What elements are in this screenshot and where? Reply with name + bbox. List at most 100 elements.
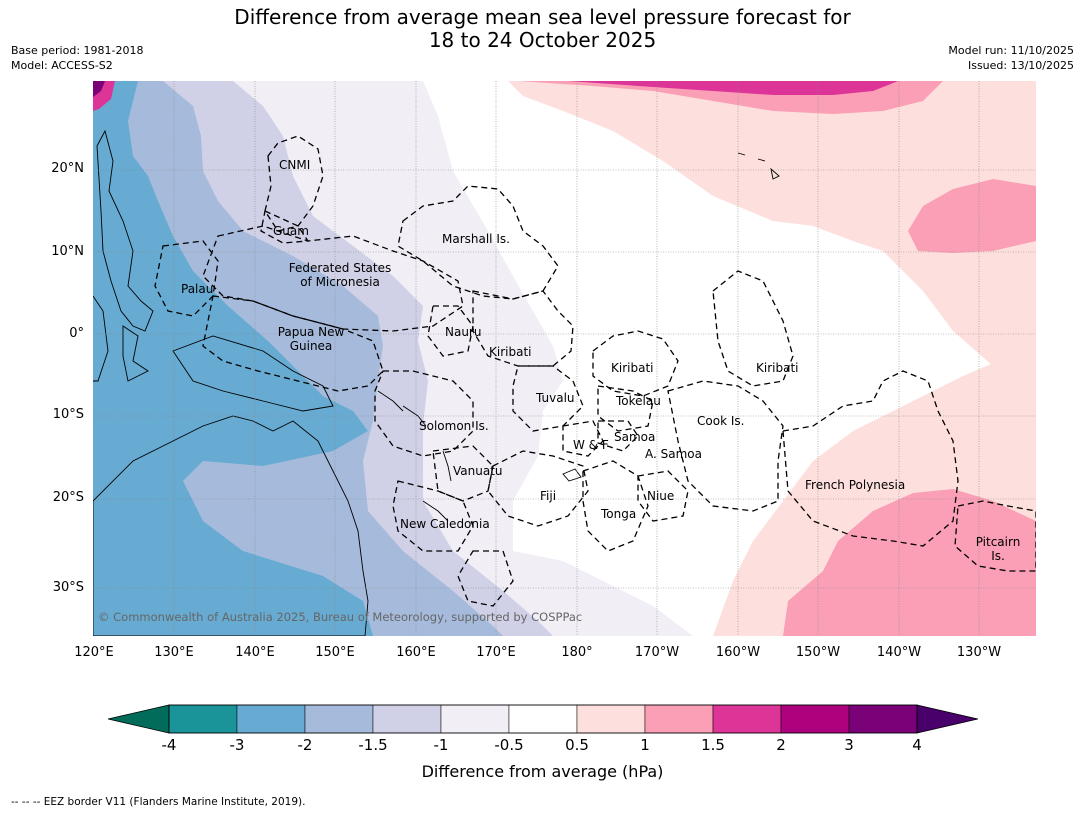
colorbar-segment <box>576 704 646 734</box>
lon-tick: 160°E <box>396 645 436 660</box>
colorbar <box>108 704 978 734</box>
eez-pitcairn <box>954 500 1036 572</box>
footnote-eez: -- -- -- EEZ border V11 (Flanders Marine… <box>11 796 306 808</box>
colorbar-segment <box>848 704 918 734</box>
eez-solomon <box>374 370 474 457</box>
coast-sulawesi <box>122 325 149 382</box>
label-kiribati-e: Kiribati <box>756 361 799 375</box>
label-asamoa: A. Samoa <box>645 447 702 461</box>
eez-tokelau <box>597 385 654 432</box>
label-pitcairn-1: Pitcairn <box>975 535 1021 549</box>
colorbar-segment <box>440 704 510 734</box>
title-line-1: Difference from average mean sea level p… <box>234 5 851 29</box>
lat-tick: 30°S <box>52 580 84 595</box>
colorbar-tick: -2 <box>297 736 313 754</box>
label-fsm: Federated States of Micronesia <box>285 261 395 289</box>
lat-tick: 20°N <box>51 161 84 176</box>
contour-purple-nw <box>93 81 105 97</box>
label-new-caledonia: New Caledonia <box>400 517 490 531</box>
eez-vanuatu <box>432 445 494 502</box>
label-cnmi: CNMI <box>279 158 311 172</box>
lat-tick: 10°S <box>52 407 84 422</box>
colorbar-frame <box>168 704 918 734</box>
coast-vanuatu <box>442 450 452 482</box>
colorbar-over-arrow <box>916 704 978 734</box>
contour-pink-east <box>908 179 1036 253</box>
label-fsm-1: Federated States <box>288 261 392 275</box>
colorbar-segment <box>168 704 238 734</box>
lat-tick: 0° <box>69 326 84 341</box>
colorbar-tick: 0.5 <box>565 736 589 754</box>
pressure-anomaly-map <box>93 81 1036 636</box>
base-period: Base period: 1981-2018 <box>11 44 144 57</box>
contour-pale-pink-top <box>508 81 1036 401</box>
lat-tick: 10°N <box>51 244 84 259</box>
meta-right: Model run: 11/10/2025 Issued: 13/10/2025 <box>948 43 1074 73</box>
eez-south-loop <box>457 550 514 607</box>
label-kiribati-w: Kiribati <box>489 345 532 359</box>
lon-tick: 130°W <box>956 645 1002 660</box>
contour-light-blue <box>93 81 503 636</box>
coast-philippines <box>96 129 154 332</box>
lon-tick: 180° <box>561 645 593 660</box>
contour-magenta-top <box>568 81 898 95</box>
eez-kiribati-w <box>472 290 574 367</box>
lon-tick: 150°E <box>315 645 355 660</box>
contour-pink-se <box>783 489 1036 636</box>
colorbar-segment <box>644 704 714 734</box>
label-png-2: Guinea <box>289 339 333 353</box>
colorbar-title: Difference from average (hPa) <box>421 762 664 781</box>
label-marshall: Marshall Is. <box>442 232 510 246</box>
lon-tick: 120°E <box>74 645 114 660</box>
label-png: Papua New Guinea <box>274 325 348 353</box>
eez-kiribati-c <box>592 330 679 397</box>
colorbar-tick: -3 <box>229 736 245 754</box>
coast-new-guinea <box>172 335 334 412</box>
eez-kiribati-e <box>712 270 794 387</box>
colorbar-segment <box>508 704 578 734</box>
label-solomon: Solomon Is. <box>419 419 489 433</box>
lon-tick: 150°W <box>795 645 841 660</box>
label-fiji: Fiji <box>540 489 557 503</box>
colorbar-tick: 1.5 <box>701 736 725 754</box>
label-palau: Palau <box>181 282 214 296</box>
copyright-notice: © Commonwealth of Australia 2025, Bureau… <box>98 610 583 624</box>
eez-png <box>202 295 384 392</box>
colorbar-tick: -0.5 <box>494 736 524 754</box>
label-vanuatu: Vanuatu <box>453 464 503 478</box>
colorbar-tick: 3 <box>844 736 854 754</box>
coast-australia <box>93 415 369 636</box>
coastlines <box>93 129 780 636</box>
colorbar-under-arrow <box>108 704 170 734</box>
colorbar-segment <box>712 704 782 734</box>
label-pitcairn: Pitcairn Is. <box>972 535 1024 563</box>
coast-hawaii <box>737 152 780 180</box>
label-tonga: Tonga <box>601 507 637 521</box>
label-kiribati-c: Kiribati <box>611 361 654 375</box>
coast-solomon-1 <box>377 390 404 412</box>
label-tuvalu: Tuvalu <box>536 391 575 405</box>
eez-new-caledonia <box>392 480 474 552</box>
lon-tick: 130°E <box>154 645 194 660</box>
lon-tick: 160°W <box>715 645 761 660</box>
colorbar-tick: 1 <box>640 736 650 754</box>
lat-tick: 20°S <box>52 490 84 505</box>
coast-borneo <box>93 295 109 382</box>
colorbar-segment <box>780 704 850 734</box>
colorbar-tick: 2 <box>776 736 786 754</box>
lon-tick: 140°W <box>876 645 922 660</box>
eez-palau <box>154 240 219 317</box>
colorbar-segment <box>372 704 442 734</box>
eez-cook <box>667 380 784 512</box>
label-fsm-2: of Micronesia <box>300 275 380 289</box>
label-cook: Cook Is. <box>697 414 745 428</box>
label-pitcairn-2: Is. <box>991 549 1005 563</box>
eez-marshall <box>397 185 559 300</box>
eez-guam <box>260 210 310 244</box>
colorbar-segment <box>236 704 306 734</box>
colorbar-tick: 4 <box>912 736 922 754</box>
eez-samoa <box>597 420 639 452</box>
contour-blue <box>93 81 373 636</box>
model-name: Model: ACCESS-S2 <box>11 59 113 72</box>
eez-niue <box>637 470 689 522</box>
